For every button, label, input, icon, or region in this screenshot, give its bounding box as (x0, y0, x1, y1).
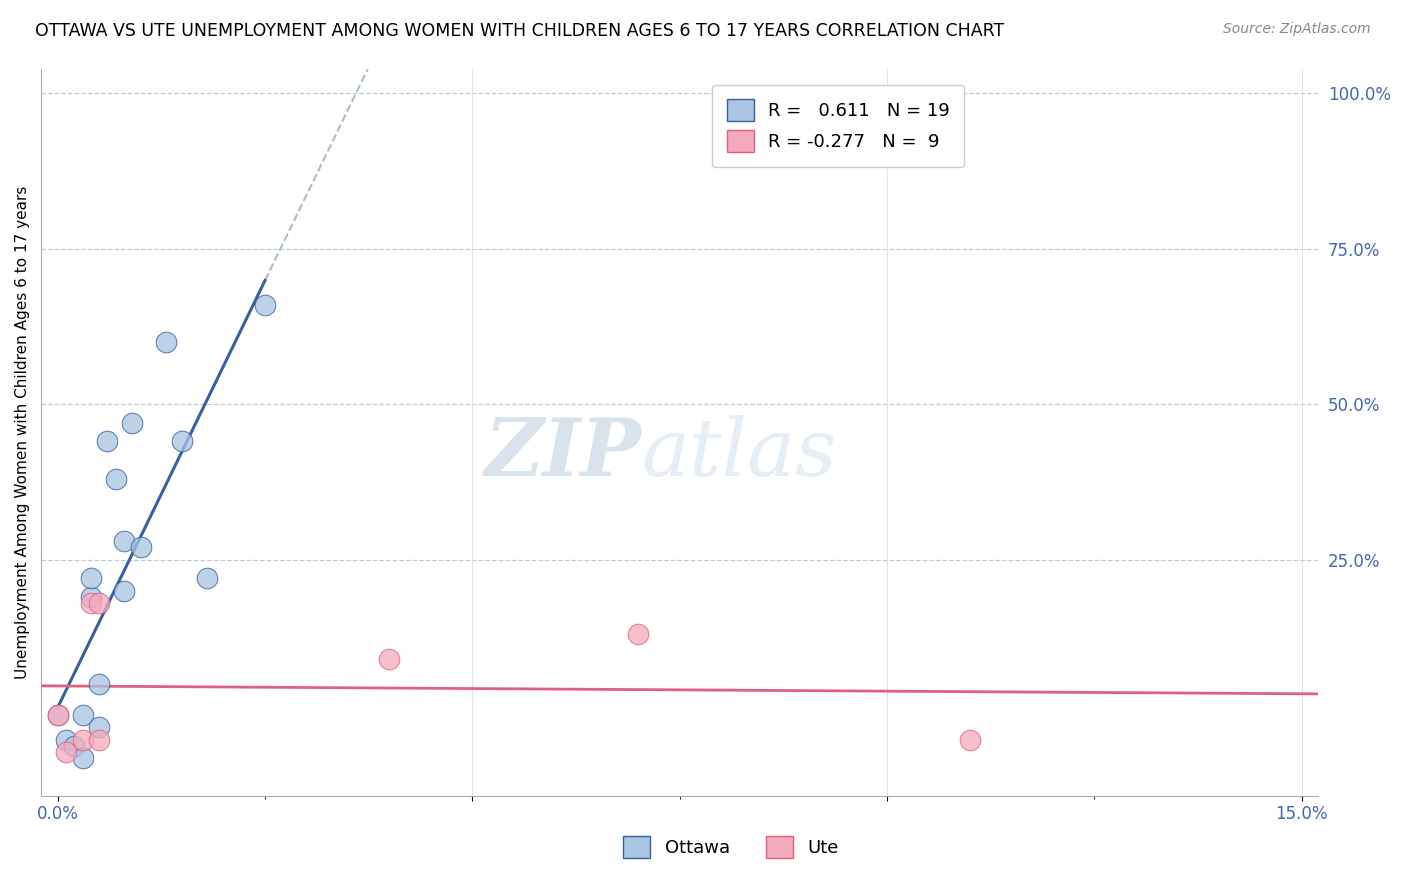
Point (89, 596, 111, 610)
Point (72, 708, 94, 723)
Point (96, 434, 118, 449)
Text: ZIP: ZIP (485, 415, 641, 492)
Point (172, 434, 194, 449)
Point (378, 652, 401, 666)
Point (155, 334, 177, 349)
Legend: Ottawa, Ute: Ottawa, Ute (616, 829, 846, 865)
Text: OTTAWA VS UTE UNEMPLOYMENT AMONG WOMEN WITH CHILDREN AGES 6 TO 17 YEARS CORRELAT: OTTAWA VS UTE UNEMPLOYMENT AMONG WOMEN W… (35, 22, 1004, 40)
Point (195, 571, 218, 585)
Point (72, 732, 94, 747)
Point (627, 627, 650, 641)
Point (959, 732, 981, 747)
Point (80, 590, 103, 604)
Y-axis label: Unemployment Among Women with Children Ages 6 to 17 years: Unemployment Among Women with Children A… (15, 186, 30, 679)
Point (112, 533, 135, 548)
Point (46, 708, 69, 723)
Point (46, 708, 69, 723)
Point (89, 677, 111, 691)
Point (80, 596, 103, 610)
Legend: R =   0.611   N = 19, R = -0.277   N =  9: R = 0.611 N = 19, R = -0.277 N = 9 (713, 85, 965, 167)
Text: Source: ZipAtlas.com: Source: ZipAtlas.com (1223, 22, 1371, 37)
Point (55, 732, 77, 747)
Point (89, 720, 111, 734)
Point (63, 739, 86, 753)
Point (121, 416, 143, 430)
Point (72, 751, 94, 765)
Point (129, 540, 152, 554)
Point (253, 298, 276, 312)
Point (80, 571, 103, 585)
Point (104, 472, 127, 486)
Point (89, 732, 111, 747)
Text: atlas: atlas (641, 415, 837, 492)
Point (112, 583, 135, 598)
Point (55, 745, 77, 759)
